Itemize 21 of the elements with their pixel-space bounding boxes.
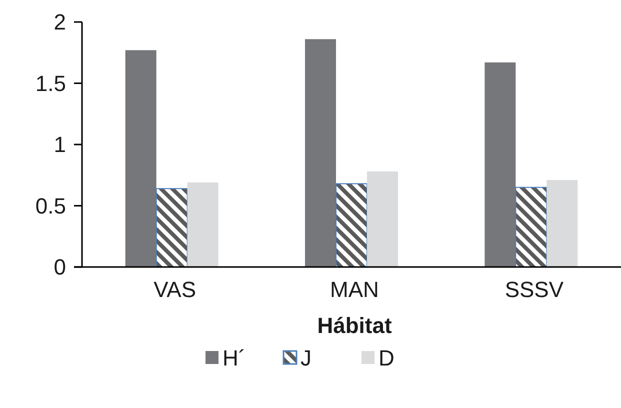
bar	[515, 186, 548, 268]
bar	[156, 188, 188, 268]
y-tick-label: 0.5	[35, 193, 66, 218]
bar	[546, 180, 578, 267]
y-tick-label: 1.5	[35, 70, 66, 96]
bar	[125, 50, 156, 267]
x-axis-title: Hábitat	[317, 313, 392, 338]
bar	[484, 62, 516, 267]
x-tick-label: VAS	[154, 277, 196, 302]
x-tick-label: SSSV	[504, 277, 564, 302]
legend-label: D	[378, 346, 394, 371]
x-tick-label: MAN	[330, 277, 379, 302]
legend-label: H´	[222, 346, 246, 371]
y-tick-label: 2	[54, 10, 66, 35]
bar	[187, 182, 218, 267]
bar	[367, 171, 398, 267]
bar	[336, 183, 368, 268]
legend-label: J	[300, 346, 312, 371]
bar	[305, 39, 336, 267]
y-tick-label: 0	[54, 254, 66, 280]
y-tick-label: 1	[54, 132, 66, 158]
